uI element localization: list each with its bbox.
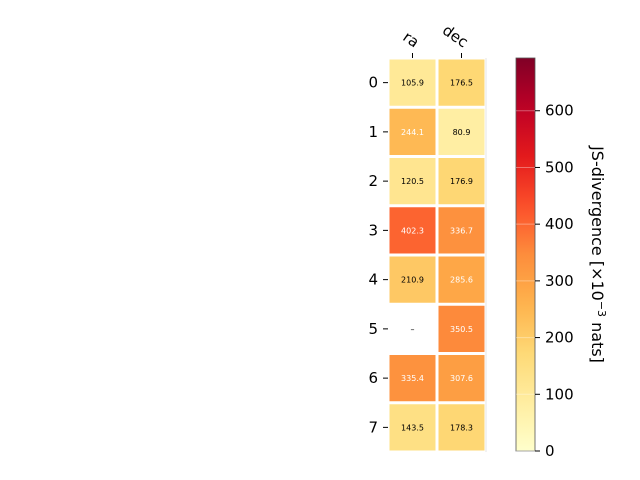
row-tick-label: 3	[368, 221, 378, 239]
cell-value-label: 335.4	[401, 374, 424, 383]
column-tick-group: ra dec	[400, 21, 472, 58]
heatmap-cell	[438, 305, 485, 352]
heatmap-cell	[389, 404, 436, 451]
heatmap-cell	[389, 207, 436, 254]
cell-value-label: 336.7	[450, 226, 473, 235]
heatmap-cell	[438, 355, 485, 402]
colorbar-tick-label: 400	[545, 215, 574, 233]
heatmap-cell	[389, 158, 436, 205]
heatmap-cells: 105.9 176.5 244.1 80.9 120.5 176.9 402.3 336.7 2…	[389, 58, 487, 452]
row-tick-label: 2	[368, 172, 378, 190]
cell-value-label: 105.9	[401, 79, 424, 88]
colorbar-tick-label: 300	[545, 272, 574, 290]
colorbar-label: JS-divergence [×10−3 nats]	[588, 145, 609, 363]
colorbar-tick-label: 600	[545, 102, 574, 120]
heatmap-cell	[389, 355, 436, 402]
row-tick-label: 7	[368, 418, 378, 436]
cell-value-label: 210.9	[401, 276, 424, 285]
colorbar-tick-label: 200	[545, 329, 574, 347]
colorbar: 0 100 200 300 400 500 600 JS-divergence [×10−3…	[515, 57, 609, 460]
column-tick-label: dec	[439, 21, 471, 51]
heatmap-cell	[438, 256, 485, 303]
cell-value-label: 350.5	[450, 325, 473, 334]
cell-value-label: 285.6	[450, 276, 473, 285]
heatmap-cell	[438, 207, 485, 254]
heatmap-cell	[438, 404, 485, 451]
cell-value-label: 178.3	[450, 423, 473, 432]
heatmap-cell	[389, 256, 436, 303]
row-tick-group: 0 1 2 3 4 5 6 7	[368, 74, 388, 436]
row-tick-label: 6	[368, 369, 378, 387]
colorbar-ticks: 0 100 200 300 400 500 600	[516, 102, 574, 460]
row-tick-label: 4	[368, 271, 378, 289]
cell-value-label: 120.5	[401, 177, 424, 186]
cell-value-label: 307.6	[450, 374, 473, 383]
heatmap-cell	[438, 108, 485, 155]
row-tick-label: 5	[368, 320, 378, 338]
cell-value-label: 402.3	[401, 226, 424, 235]
cell-value-label: 176.9	[450, 177, 473, 186]
cell-value-label: –	[411, 325, 415, 334]
cell-value-label: 176.5	[450, 79, 473, 88]
colorbar-tick-label: 100	[545, 385, 574, 403]
cell-value-label: 143.5	[401, 423, 424, 432]
heatmap-cell	[389, 108, 436, 155]
heatmap-cell	[389, 59, 436, 106]
cell-value-label: 244.1	[401, 128, 424, 137]
row-tick-label: 0	[368, 74, 378, 92]
colorbar-gradient	[515, 57, 536, 452]
cell-value-label: 80.9	[453, 128, 471, 137]
heatmap-cell	[438, 158, 485, 205]
colorbar-tick-label: 0	[545, 442, 555, 460]
column-tick-label: ra	[400, 28, 423, 52]
heatmap-cell	[438, 59, 485, 106]
row-tick-label: 1	[368, 123, 378, 141]
colorbar-tick-label: 500	[545, 158, 574, 176]
